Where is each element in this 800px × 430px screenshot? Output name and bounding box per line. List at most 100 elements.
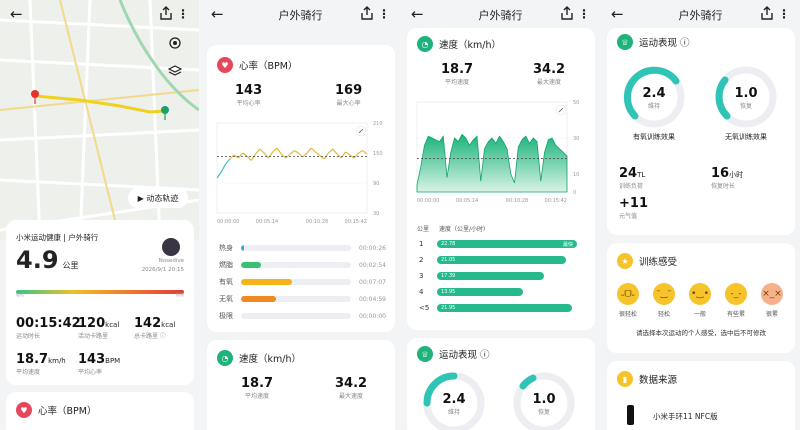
- more-icon[interactable]: ⋮: [778, 7, 790, 21]
- speed-chart[interactable]: 50 30 10 0 00:00:00 00:05:14 00:10:28 00:15:42: [407, 94, 595, 216]
- split-speed: 17.39: [441, 273, 456, 279]
- split-row: <5 21.95: [419, 303, 589, 313]
- chart-bars-icon: ▮: [617, 371, 633, 387]
- back-arrow-icon[interactable]: ←: [10, 5, 23, 23]
- hr-line-segment: [259, 148, 265, 154]
- zone-row-extreme: 极限 00:00:00: [219, 310, 389, 322]
- hr-line-segment: [358, 150, 363, 154]
- back-arrow-icon[interactable]: ←: [211, 5, 224, 23]
- very-easy-emoji-icon[interactable]: ˶ᗜ˶: [617, 283, 639, 305]
- speed-card-title: 速度（km/h）: [439, 40, 501, 51]
- metric-unit: km/h: [48, 357, 66, 365]
- hr-line-segment: [242, 152, 248, 157]
- split-speed: 22.78: [441, 241, 456, 247]
- feeling-title: 训练感受: [639, 257, 678, 268]
- hr-line-segment: [319, 155, 325, 160]
- y-tick-label: 50: [573, 100, 579, 106]
- aerobic-center: 2.4 维持: [421, 392, 487, 416]
- hr-line-segment: [220, 163, 227, 173]
- split-row: 2 21.05: [419, 255, 589, 265]
- anaerobic-center: 1.0 恢复: [713, 86, 779, 110]
- hr-line-segment: [229, 154, 235, 160]
- back-arrow-icon[interactable]: ←: [611, 5, 624, 23]
- effort-min-label: 轻松: [16, 292, 24, 297]
- speed-avg: 18.7 平均速度: [441, 62, 473, 86]
- hr-avg: 143 平均心率: [235, 83, 262, 107]
- split-speed: 13.95: [441, 289, 456, 295]
- effort-bar: [16, 290, 184, 294]
- recovery-unit: 小时: [729, 171, 744, 179]
- normal-emoji-icon[interactable]: •‿•: [689, 283, 711, 305]
- metric-unit: kcal: [105, 321, 120, 329]
- x-tick-label: 00:10:28: [506, 198, 528, 204]
- dynamic-track-button[interactable]: ▶ 动态轨迹: [128, 188, 188, 208]
- metric-label: 总卡路里 ⓘ: [134, 333, 166, 340]
- metric-avg-speed: 18.7km/h 平均速度: [16, 348, 66, 376]
- splits-header-km: 公里: [417, 226, 430, 233]
- y-tick-label: 30: [573, 136, 579, 142]
- share-icon[interactable]: [560, 6, 574, 21]
- metric-total-kcal[interactable]: 142kcal 总卡路里 ⓘ: [134, 312, 175, 340]
- split-bar: 21.95: [437, 304, 572, 312]
- split-speed: 21.05: [441, 257, 456, 263]
- load-label: 训练负荷: [619, 183, 644, 190]
- anaerobic-ring: [715, 66, 777, 128]
- metric-value: 18.7: [16, 352, 49, 367]
- easy-emoji-icon[interactable]: ᵔ‿ᵔ: [653, 283, 675, 305]
- hr-line-segment: [306, 147, 312, 154]
- share-icon[interactable]: [760, 6, 774, 21]
- locate-icon[interactable]: [168, 36, 182, 50]
- zone-name: 有氧: [219, 278, 233, 286]
- route-map[interactable]: [0, 0, 199, 430]
- performance-title[interactable]: 运动表现 ⓘ: [439, 350, 490, 361]
- layers-icon[interactable]: [168, 64, 182, 78]
- hr-line-segment: [349, 154, 355, 159]
- hr-line-segment: [233, 154, 239, 159]
- speed-card-header: ◔ 速度（km/h）: [417, 36, 501, 52]
- hr-line-segment: [238, 152, 244, 159]
- feeling-label: 有些累: [726, 311, 745, 318]
- metric-active-kcal: 120kcal 活动卡路里: [78, 312, 119, 340]
- distance-value: 4.9: [16, 246, 59, 274]
- tired-emoji-icon[interactable]: -_-: [725, 283, 747, 305]
- split-row: 3 17.39: [419, 271, 589, 281]
- aerobic-ring: [423, 372, 485, 430]
- x-tick-label: 00:00:00: [417, 198, 439, 204]
- band-device-icon: [627, 405, 634, 425]
- zone-fill: [241, 245, 245, 251]
- anaerobic-ring: [513, 372, 575, 430]
- hr-card-header: ♥ 心率（BPM）: [16, 402, 96, 418]
- split-km: 4: [419, 288, 424, 296]
- share-icon[interactable]: [360, 6, 374, 21]
- panel-performance: ← 户外骑行 ⋮ ♕ 运动表现 ⓘ 2.4 维持 有氧训练效果 1.0 恢复 无氧训…: [601, 0, 800, 430]
- zone-track: [241, 262, 351, 268]
- panel-map-summary: ← ⋮ ▶ 动态轨迹 小米运动健康 | 户外骑行 4.9 公里 Nosedive…: [0, 0, 199, 430]
- y-tick-label: 10: [573, 172, 579, 178]
- hr-line-segment: [353, 152, 359, 159]
- hr-max: 169 最大心率: [335, 83, 362, 107]
- more-icon[interactable]: ⋮: [177, 7, 189, 21]
- device-name[interactable]: 小米手环11 NFC版: [653, 412, 718, 421]
- anaerobic-value: 1.0: [532, 392, 556, 407]
- vitality-gain: +11 元气值: [619, 196, 648, 220]
- x-tick-label: 00:00:00: [217, 219, 239, 225]
- very-tired-emoji-icon[interactable]: ×_×: [761, 283, 783, 305]
- speed-max-value: 34.2: [335, 376, 368, 391]
- start-marker-icon: [31, 90, 39, 104]
- performance-title[interactable]: 运动表现 ⓘ: [639, 38, 690, 49]
- avatar[interactable]: [162, 238, 180, 256]
- hr-card: ♥ 心率（BPM） 143 平均心率 169 最大心率 210 150 90 30 00…: [207, 45, 395, 332]
- back-arrow-icon[interactable]: ←: [411, 5, 424, 23]
- more-icon[interactable]: ⋮: [578, 7, 590, 21]
- more-icon[interactable]: ⋮: [378, 7, 390, 21]
- feeling-header: ★ 训练感受: [617, 253, 677, 269]
- hr-max-value: 169: [335, 83, 363, 98]
- metric-value: 00:15:42: [16, 316, 81, 331]
- y-tick-label: 150: [373, 151, 383, 157]
- speed-max-value: 34.2: [533, 62, 566, 77]
- hr-line-segment: [332, 148, 338, 155]
- split-bar: 21.05: [437, 256, 567, 264]
- share-icon[interactable]: [159, 6, 173, 21]
- hr-chart[interactable]: 210 150 90 30 00:00:00 00:05:14 00:10:28 00:15:…: [207, 115, 395, 235]
- splits-header-speed: 速度（公里/小时）: [439, 226, 490, 233]
